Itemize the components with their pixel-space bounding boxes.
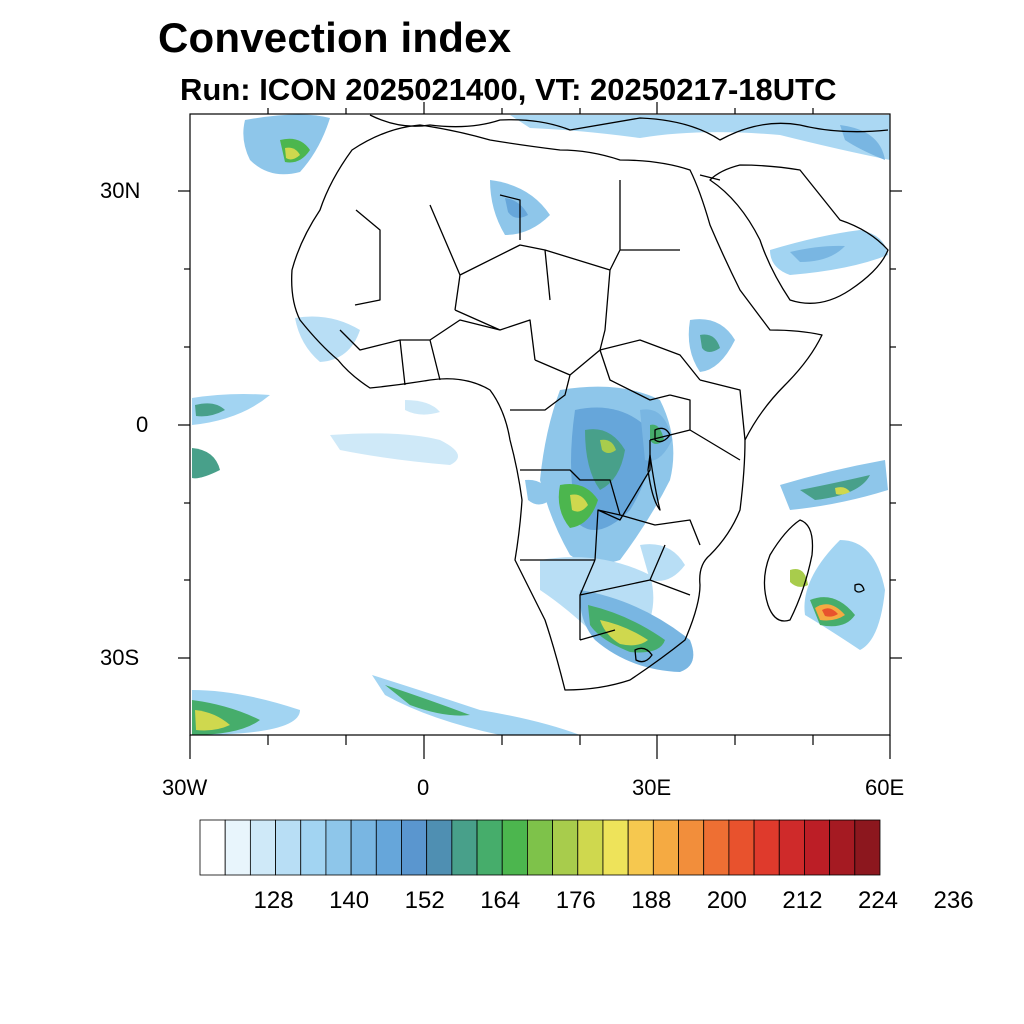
colorbar-tick-label: 152 xyxy=(404,887,445,914)
colorbar-box xyxy=(728,819,755,876)
shade-patch xyxy=(195,403,225,417)
colorbar-tick-label: 140 xyxy=(329,887,370,914)
arabia-coastline xyxy=(709,164,889,304)
shade-patch xyxy=(790,245,845,262)
shade-patch xyxy=(285,147,300,160)
colorbar-box xyxy=(602,819,629,876)
colorbar-box xyxy=(678,819,705,876)
shade-patch xyxy=(510,115,890,160)
shade-patch xyxy=(385,685,470,716)
map-frame xyxy=(178,102,902,759)
shade-patch xyxy=(585,429,625,490)
colorbar-box xyxy=(778,819,805,876)
lon-label-60E: 60E xyxy=(865,775,905,800)
lon-label-30W: 30W xyxy=(162,775,208,800)
shade-patch xyxy=(640,544,685,581)
reunion xyxy=(854,583,865,593)
shade-patch xyxy=(505,198,528,218)
colorbar-box xyxy=(300,819,327,876)
colorbar-tick-label: 212 xyxy=(782,887,823,914)
lake-victoria xyxy=(654,427,671,443)
colorbar-box xyxy=(224,819,251,876)
country-borders xyxy=(339,174,746,641)
shade-patch xyxy=(195,710,230,731)
colorbar-tick-label: 176 xyxy=(555,887,596,914)
colorbar-box xyxy=(627,819,654,876)
shade-patch xyxy=(192,448,220,479)
colorbar-box xyxy=(652,819,679,876)
europe-coastline xyxy=(369,114,889,141)
colorbar-box xyxy=(401,819,428,876)
shade-patch xyxy=(372,675,580,735)
shade-patch xyxy=(600,620,648,646)
colorbar-tick-label: 188 xyxy=(631,887,672,914)
colorbar-box xyxy=(426,819,453,876)
colorbar-box xyxy=(552,819,579,876)
shade-patch xyxy=(835,487,850,495)
shade-patch xyxy=(600,439,616,453)
africa-coastline xyxy=(291,124,823,691)
colorbar-box xyxy=(753,819,780,876)
lat-label-30S: 30S xyxy=(100,645,140,670)
colorbar-tick-label: 164 xyxy=(480,887,521,914)
colorbar-box xyxy=(854,819,881,876)
lesotho-border xyxy=(634,647,653,663)
map-subtitle: Run: ICON 2025021400, VT: 20250217-18UTC xyxy=(180,72,837,107)
colorbar-tick-label: 224 xyxy=(857,887,899,914)
shade-patch xyxy=(790,569,808,587)
colorbar-box xyxy=(275,819,302,876)
colorbar-box xyxy=(325,819,352,876)
lon-label-30E: 30E xyxy=(632,775,672,800)
lat-label-0: 0 xyxy=(136,412,149,437)
colorbar-tick-label: 128 xyxy=(253,887,294,914)
lat-label-30N: 30N xyxy=(100,178,141,203)
colorbar-tick-label: 200 xyxy=(706,887,747,914)
colorbar-box xyxy=(199,819,226,876)
colorbar-box xyxy=(829,819,856,876)
colorbar-box xyxy=(451,819,478,876)
map-title: Convection index xyxy=(158,14,512,61)
lake-tanganyika xyxy=(647,454,661,511)
colorbar-box xyxy=(249,819,276,876)
madagascar-coastline xyxy=(763,519,814,622)
shade-patch xyxy=(330,433,458,465)
convection-shading xyxy=(192,114,890,735)
shade-patch xyxy=(525,479,552,505)
colorbar-box xyxy=(527,819,553,876)
shade-patch xyxy=(192,394,270,425)
colorbar-box xyxy=(703,819,730,876)
shade-patch xyxy=(570,494,588,512)
shade-patch xyxy=(840,125,885,160)
shade-patch xyxy=(295,316,360,362)
colorbar-box xyxy=(375,819,402,876)
shade-patch xyxy=(405,400,440,415)
shade-patch xyxy=(700,334,720,352)
shade-patch xyxy=(822,608,838,617)
shade-patch xyxy=(800,475,870,500)
lon-label-0: 0 xyxy=(417,775,430,800)
colorbar-boxes xyxy=(199,819,881,876)
coastlines xyxy=(291,114,889,691)
colorbar-box xyxy=(577,819,604,876)
colorbar-box xyxy=(804,819,831,876)
colorbar-tick-label: 236 xyxy=(933,887,974,914)
colorbar-box xyxy=(350,819,377,876)
colorbar-box xyxy=(476,819,503,876)
colorbar-box xyxy=(501,819,528,876)
